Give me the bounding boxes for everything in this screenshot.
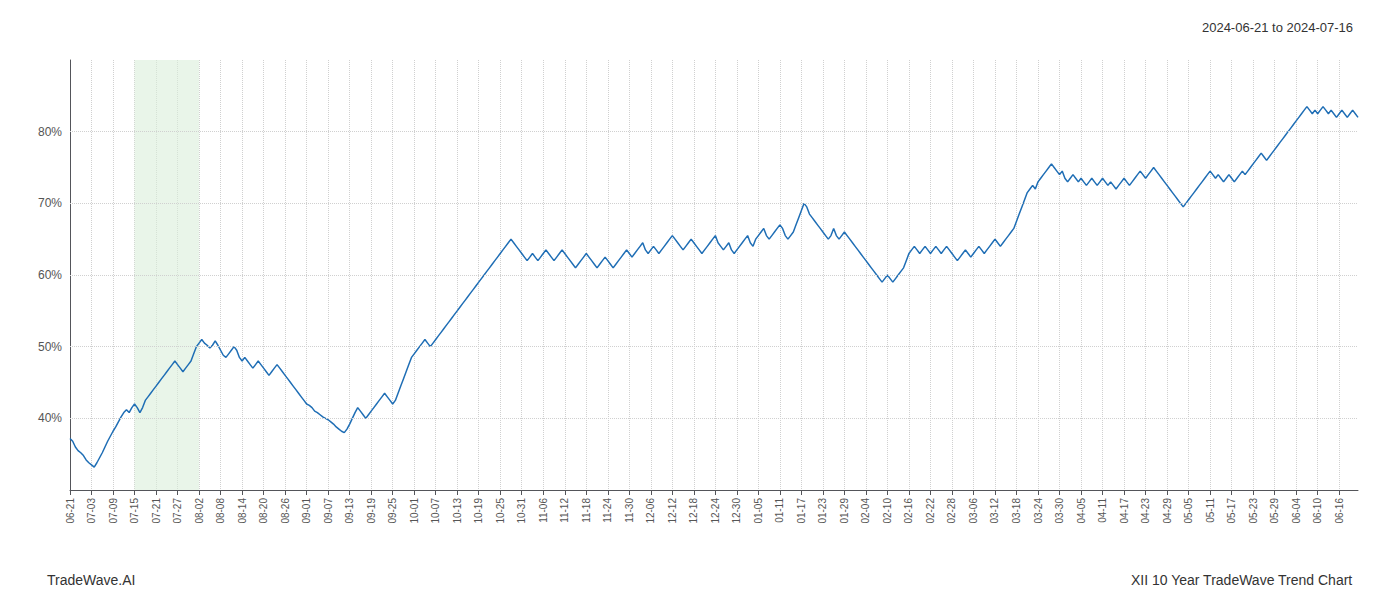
svg-text:07-27: 07-27 xyxy=(172,498,183,524)
svg-text:07-15: 07-15 xyxy=(129,498,140,524)
svg-text:05-23: 05-23 xyxy=(1248,498,1259,524)
svg-text:07-21: 07-21 xyxy=(151,498,162,524)
svg-text:01-05: 01-05 xyxy=(753,498,764,524)
svg-text:01-17: 01-17 xyxy=(796,498,807,524)
svg-text:10-25: 10-25 xyxy=(495,498,506,524)
svg-text:09-07: 09-07 xyxy=(323,498,334,524)
svg-text:10-13: 10-13 xyxy=(452,498,463,524)
svg-text:03-18: 03-18 xyxy=(1011,498,1022,524)
svg-text:10-07: 10-07 xyxy=(430,498,441,524)
svg-text:04-17: 04-17 xyxy=(1119,498,1130,524)
svg-text:05-11: 05-11 xyxy=(1205,498,1216,523)
svg-text:08-26: 08-26 xyxy=(280,498,291,524)
svg-text:02-04: 02-04 xyxy=(860,498,871,524)
svg-text:06-04: 06-04 xyxy=(1291,498,1302,524)
svg-text:02-22: 02-22 xyxy=(925,498,936,524)
svg-text:05-05: 05-05 xyxy=(1183,498,1194,524)
svg-text:12-12: 12-12 xyxy=(667,498,678,524)
svg-text:11-30: 11-30 xyxy=(624,498,635,523)
svg-text:03-30: 03-30 xyxy=(1054,498,1065,524)
svg-text:06-16: 06-16 xyxy=(1334,498,1345,524)
svg-text:70%: 70% xyxy=(38,196,62,210)
svg-text:10-19: 10-19 xyxy=(473,498,484,524)
svg-text:06-21: 06-21 xyxy=(65,498,76,524)
svg-text:07-03: 07-03 xyxy=(86,498,97,524)
svg-text:12-24: 12-24 xyxy=(710,498,721,524)
svg-text:06-10: 06-10 xyxy=(1312,498,1323,524)
svg-text:08-08: 08-08 xyxy=(215,498,226,524)
svg-text:07-09: 07-09 xyxy=(108,498,119,524)
svg-text:12-18: 12-18 xyxy=(688,498,699,524)
svg-text:XII 10 Year TradeWave Trend Ch: XII 10 Year TradeWave Trend Chart xyxy=(1131,572,1352,588)
svg-text:08-14: 08-14 xyxy=(237,498,248,524)
svg-text:10-31: 10-31 xyxy=(516,498,527,524)
svg-text:02-16: 02-16 xyxy=(903,498,914,524)
svg-text:02-28: 02-28 xyxy=(946,498,957,524)
svg-text:04-29: 04-29 xyxy=(1162,498,1173,524)
svg-text:09-25: 09-25 xyxy=(387,498,398,524)
svg-text:TradeWave.AI: TradeWave.AI xyxy=(47,572,135,588)
svg-text:01-23: 01-23 xyxy=(817,498,828,524)
svg-text:2024-06-21 to 2024-07-16: 2024-06-21 to 2024-07-16 xyxy=(1202,20,1353,35)
svg-text:10-01: 10-01 xyxy=(409,498,420,524)
svg-text:04-05: 04-05 xyxy=(1076,498,1087,524)
svg-text:09-19: 09-19 xyxy=(366,498,377,524)
svg-text:80%: 80% xyxy=(38,125,62,139)
svg-text:05-17: 05-17 xyxy=(1226,498,1237,524)
svg-text:11-06: 11-06 xyxy=(538,498,549,523)
svg-text:04-11: 04-11 xyxy=(1097,498,1108,523)
svg-text:08-02: 08-02 xyxy=(194,498,205,524)
svg-text:01-11: 01-11 xyxy=(774,498,785,523)
svg-text:03-12: 03-12 xyxy=(989,498,1000,524)
svg-text:01-29: 01-29 xyxy=(839,498,850,524)
svg-text:11-12: 11-12 xyxy=(559,498,570,523)
svg-text:03-24: 03-24 xyxy=(1033,498,1044,524)
svg-text:09-13: 09-13 xyxy=(344,498,355,524)
svg-text:12-06: 12-06 xyxy=(645,498,656,524)
svg-text:50%: 50% xyxy=(38,340,62,354)
svg-text:05-29: 05-29 xyxy=(1269,498,1280,524)
svg-text:40%: 40% xyxy=(38,411,62,425)
svg-text:08-20: 08-20 xyxy=(258,498,269,524)
svg-text:03-06: 03-06 xyxy=(968,498,979,524)
svg-text:02-10: 02-10 xyxy=(882,498,893,524)
svg-text:09-01: 09-01 xyxy=(301,498,312,524)
svg-text:11-18: 11-18 xyxy=(581,498,592,523)
svg-text:04-23: 04-23 xyxy=(1140,498,1151,524)
svg-text:11-24: 11-24 xyxy=(602,498,613,523)
svg-text:12-30: 12-30 xyxy=(731,498,742,524)
svg-text:60%: 60% xyxy=(38,268,62,282)
